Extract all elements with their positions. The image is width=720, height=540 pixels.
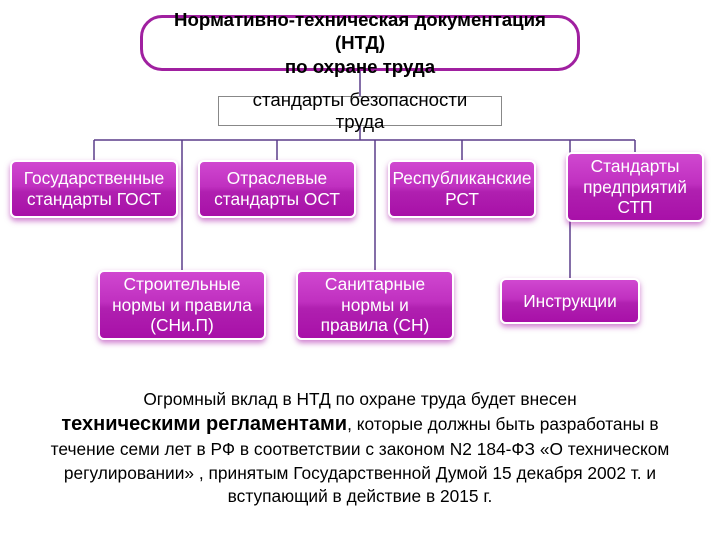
node-label: Инструкции [523,291,617,312]
node-label: Республиканские РСТ [393,168,532,210]
node-box: Отраслевые стандарты ОСТ [198,160,356,218]
title-text: Нормативно-техническая документация (НТД… [163,8,557,78]
node-box: Республиканские РСТ [388,160,536,218]
node-label: Отраслевые стандарты ОСТ [208,168,346,210]
title-box: Нормативно-техническая документация (НТД… [140,15,580,71]
footer-paragraph: Огромный вклад в НТД по охране труда буд… [30,388,690,509]
subtitle-text: стандарты безопасности труда [231,89,489,133]
node-box: Государственные стандарты ГОСТ [10,160,178,218]
node-label: Санитарные нормы и правила (СН) [306,274,444,336]
footer-emph: техническими регламентами [61,413,347,435]
node-box: Инструкции [500,278,640,324]
footer-line1: Огромный вклад в НТД по охране труда буд… [143,389,576,409]
node-label: Строительные нормы и правила (СНи.П) [108,274,256,336]
node-box: Строительные нормы и правила (СНи.П) [98,270,266,340]
node-box: Стандарты предприятий СТП [566,152,704,222]
subtitle-box: стандарты безопасности труда [218,96,502,126]
node-box: Санитарные нормы и правила (СН) [296,270,454,340]
node-label: Стандарты предприятий СТП [576,156,694,218]
node-label: Государственные стандарты ГОСТ [20,168,168,210]
